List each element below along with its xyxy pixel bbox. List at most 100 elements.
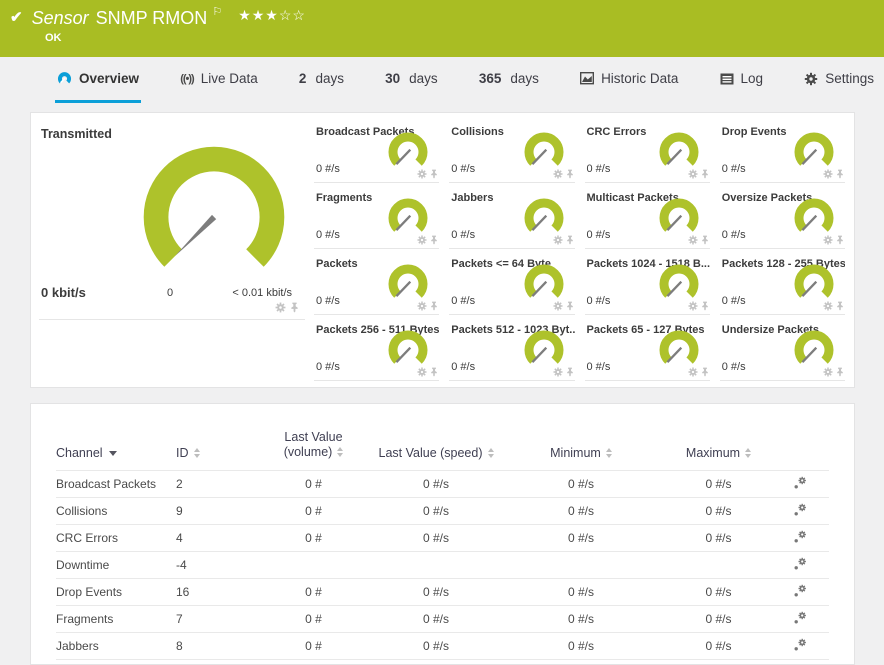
- channel-name-cell[interactable]: CRC Errors: [56, 524, 176, 552]
- channel-gauge-cell[interactable]: Drop Events 0 #/s: [719, 117, 845, 183]
- gear-icon[interactable]: [688, 301, 698, 311]
- gear-icon[interactable]: [553, 301, 563, 311]
- channel-gauge-cell[interactable]: Packets 0 #/s: [314, 249, 440, 315]
- col-header-maximum[interactable]: Maximum: [656, 404, 781, 471]
- channel-name-cell[interactable]: Fragments: [56, 605, 176, 633]
- stars-empty[interactable]: ☆☆: [278, 7, 306, 23]
- transmitted-gauge-cell[interactable]: Transmitted 0 kbit/s 0 < 0.01 kbit/s: [31, 113, 309, 387]
- channel-gauge-value: 0 #/s: [721, 163, 746, 175]
- pin-icon[interactable]: [566, 367, 574, 377]
- col-header-last-value-speed[interactable]: Last Value (speed): [366, 404, 506, 471]
- pin-icon[interactable]: [430, 301, 438, 311]
- channel-gauge-cell[interactable]: CRC Errors 0 #/s: [584, 117, 710, 183]
- gear-icon[interactable]: [823, 301, 833, 311]
- last-value-volume-cell: [261, 551, 366, 579]
- channel-gauge-cell[interactable]: Collisions 0 #/s: [449, 117, 575, 183]
- pin-icon[interactable]: [430, 367, 438, 377]
- tab-settings[interactable]: Settings: [802, 57, 876, 103]
- gear-icon[interactable]: [417, 169, 427, 179]
- gear-icon[interactable]: [275, 302, 286, 313]
- gear-icon[interactable]: [688, 367, 698, 377]
- sensor-title: SNMP RMON: [95, 8, 208, 28]
- channel-name-cell[interactable]: Drop Events: [56, 578, 176, 606]
- channel-gauge-cell[interactable]: Undersize Packets 0 #/s: [719, 315, 845, 381]
- channel-gauge-cell[interactable]: Packets <= 64 Byte 0 #/s: [449, 249, 575, 315]
- channel-gauge-cell[interactable]: Packets 65 - 127 Bytes 0 #/s: [584, 315, 710, 381]
- channel-name-cell[interactable]: Collisions: [56, 497, 176, 525]
- channel-gauge-cell[interactable]: Packets 256 - 511 Bytes 0 #/s: [314, 315, 440, 381]
- channel-name-cell[interactable]: Broadcast Packets: [56, 470, 176, 498]
- tab-overview[interactable]: Overview: [55, 57, 142, 103]
- table-row[interactable]: Fragments 7 0 # 0 #/s 0 #/s 0 #/s: [56, 605, 829, 633]
- channel-name-cell[interactable]: Jabbers: [56, 632, 176, 660]
- channel-settings-icon[interactable]: [793, 638, 807, 652]
- last-value-speed-cell: 0 #/s: [366, 605, 506, 633]
- channel-gauge-cell[interactable]: Packets 128 - 255 Bytes 0 #/s: [719, 249, 845, 315]
- tab-log[interactable]: Log: [718, 57, 766, 103]
- gear-icon[interactable]: [553, 235, 563, 245]
- pin-icon[interactable]: [836, 169, 844, 179]
- gear-icon[interactable]: [417, 367, 427, 377]
- channel-settings-icon[interactable]: [793, 584, 807, 598]
- pin-icon[interactable]: [701, 235, 709, 245]
- gear-icon[interactable]: [823, 235, 833, 245]
- pin-icon[interactable]: [566, 235, 574, 245]
- pin-icon[interactable]: [836, 367, 844, 377]
- channel-name-cell[interactable]: Downtime: [56, 551, 176, 579]
- col-header-channel[interactable]: Channel: [56, 404, 176, 471]
- tab-historic-data[interactable]: Historic Data: [578, 57, 680, 103]
- gear-icon[interactable]: [417, 301, 427, 311]
- channel-settings-icon[interactable]: [793, 503, 807, 517]
- channel-gauge-cell[interactable]: Jabbers 0 #/s: [449, 183, 575, 249]
- table-row[interactable]: Jabbers 8 0 # 0 #/s 0 #/s 0 #/s: [56, 632, 829, 660]
- col-header-minimum[interactable]: Minimum: [506, 404, 656, 471]
- priority-rating[interactable]: ★★★☆☆: [238, 4, 306, 26]
- pin-icon[interactable]: [701, 169, 709, 179]
- pin-icon[interactable]: [836, 301, 844, 311]
- table-row[interactable]: Collisions 9 0 # 0 #/s 0 #/s 0 #/s: [56, 497, 829, 525]
- gear-icon[interactable]: [553, 367, 563, 377]
- table-row[interactable]: Downtime -4: [56, 551, 829, 579]
- tab-30-days[interactable]: 30 days: [383, 57, 440, 103]
- table-row[interactable]: Drop Events 16 0 # 0 #/s 0 #/s 0 #/s: [56, 578, 829, 606]
- historic-data-chart-icon: [580, 72, 595, 85]
- channel-settings-icon[interactable]: [793, 530, 807, 544]
- gear-icon[interactable]: [688, 169, 698, 179]
- channel-gauge-title: Broadcast Packets: [316, 126, 415, 138]
- gear-icon[interactable]: [688, 235, 698, 245]
- gear-icon[interactable]: [553, 169, 563, 179]
- channel-gauge-cell[interactable]: Multicast Packets 0 #/s: [584, 183, 710, 249]
- channel-gauge-cell[interactable]: Packets 1024 - 1518 B... 0 #/s: [584, 249, 710, 315]
- channel-gauge-cell[interactable]: Oversize Packets 0 #/s: [719, 183, 845, 249]
- flag-icon[interactable]: ⚐: [212, 6, 223, 18]
- gear-icon[interactable]: [823, 367, 833, 377]
- channel-gauge-cell[interactable]: Fragments 0 #/s: [314, 183, 440, 249]
- stars-filled[interactable]: ★★★: [238, 7, 279, 23]
- channel-gauge-cell[interactable]: Packets 512 - 1023 Byt... 0 #/s: [449, 315, 575, 381]
- tab-365-days[interactable]: 365 days: [477, 57, 541, 103]
- pin-icon[interactable]: [566, 301, 574, 311]
- gear-icon[interactable]: [823, 169, 833, 179]
- table-row[interactable]: CRC Errors 4 0 # 0 #/s 0 #/s 0 #/s: [56, 524, 829, 552]
- pin-icon[interactable]: [701, 301, 709, 311]
- pin-icon[interactable]: [701, 367, 709, 377]
- tab-2-days[interactable]: 2 days: [297, 57, 346, 103]
- channel-gauge-cell[interactable]: Broadcast Packets 0 #/s: [314, 117, 440, 183]
- channel-gauge-value: 0 #/s: [721, 361, 746, 373]
- channel-settings-icon[interactable]: [793, 557, 807, 571]
- tab-live-data[interactable]: ((•)) Live Data: [178, 57, 260, 103]
- channel-gauge: [659, 330, 699, 364]
- pin-icon[interactable]: [566, 169, 574, 179]
- pin-icon[interactable]: [836, 235, 844, 245]
- pin-icon[interactable]: [430, 235, 438, 245]
- gear-icon[interactable]: [417, 235, 427, 245]
- channel-settings-icon[interactable]: [793, 476, 807, 490]
- channel-settings-icon[interactable]: [793, 611, 807, 625]
- pin-icon[interactable]: [290, 302, 299, 313]
- channel-gauge-value: 0 #/s: [451, 295, 476, 307]
- channel-gauge: [794, 330, 834, 364]
- col-header-id[interactable]: ID: [176, 404, 261, 471]
- pin-icon[interactable]: [430, 169, 438, 179]
- table-row[interactable]: Broadcast Packets 2 0 # 0 #/s 0 #/s 0 #/…: [56, 470, 829, 498]
- col-header-last-value-volume[interactable]: Last Value (volume): [261, 404, 366, 471]
